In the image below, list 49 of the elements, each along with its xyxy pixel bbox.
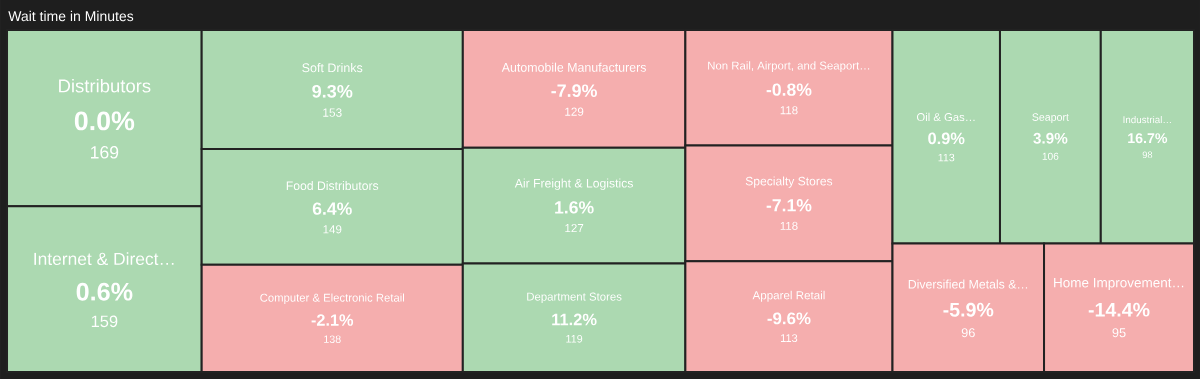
category-label: Automobile Manufacturers bbox=[501, 62, 646, 72]
data-label: 0.0% bbox=[74, 111, 135, 131]
data-label: 98 bbox=[1142, 151, 1153, 159]
text: Wait time in Minutes bbox=[8, 10, 134, 22]
data-label: 0.9% bbox=[928, 132, 965, 145]
data-label: 3.9% bbox=[1033, 132, 1068, 144]
data-label: -2.1% bbox=[311, 314, 354, 326]
data-label: 96 bbox=[961, 328, 975, 338]
category-label: Seaport bbox=[1032, 113, 1069, 123]
data-label: -0.8% bbox=[766, 83, 812, 96]
data-label: 119 bbox=[566, 334, 583, 343]
category-label: Air Freight & Logistics bbox=[514, 178, 633, 190]
data-label: 9.3% bbox=[312, 84, 353, 98]
data-label: -7.9% bbox=[551, 84, 597, 98]
category-label: Home Improvement… bbox=[1054, 278, 1184, 291]
data-label: 118 bbox=[780, 106, 798, 115]
data-label: 127 bbox=[565, 223, 584, 233]
data-label: 159 bbox=[91, 315, 118, 328]
data-label: 11.2% bbox=[552, 313, 597, 326]
data-label: 16.7% bbox=[1128, 133, 1168, 144]
data-label: -5.9% bbox=[943, 302, 994, 317]
category-label: Distributors bbox=[59, 78, 151, 93]
data-label: 149 bbox=[323, 225, 342, 234]
data-label: 0.6% bbox=[76, 282, 133, 301]
data-label: 6.4% bbox=[312, 202, 352, 215]
category-label: Internet & Direct… bbox=[34, 252, 174, 266]
category-label: Non Rail, Airport, and Seaport… bbox=[708, 61, 870, 72]
data-label: -9.6% bbox=[767, 312, 811, 325]
data-label: -14.4% bbox=[1088, 302, 1150, 317]
data-label: 118 bbox=[780, 221, 798, 230]
category-label: Industrial… bbox=[1123, 115, 1171, 124]
category-label: Specialty Stores bbox=[745, 176, 833, 188]
category-label: Department Stores bbox=[527, 292, 622, 303]
data-label: 106 bbox=[1042, 152, 1059, 160]
data-label: 95 bbox=[1112, 328, 1126, 338]
category-label: Diversified Metals &… bbox=[908, 279, 1028, 289]
category-label: Oil & Gas… bbox=[916, 112, 975, 122]
data-label: 138 bbox=[324, 335, 341, 343]
data-label: 113 bbox=[938, 153, 955, 162]
data-label: -7.1% bbox=[766, 199, 812, 212]
data-label: 113 bbox=[781, 334, 798, 343]
data-label: 153 bbox=[323, 108, 342, 117]
category-label: Food Distributors bbox=[286, 181, 379, 191]
category-label: Apparel Retail bbox=[752, 290, 825, 302]
category-label: Computer & Electronic Retail bbox=[260, 293, 405, 304]
category-label: Soft Drinks bbox=[302, 63, 363, 73]
data-label: 169 bbox=[91, 146, 119, 159]
data-label: 1.6% bbox=[555, 201, 594, 214]
data-label: 129 bbox=[565, 107, 584, 116]
